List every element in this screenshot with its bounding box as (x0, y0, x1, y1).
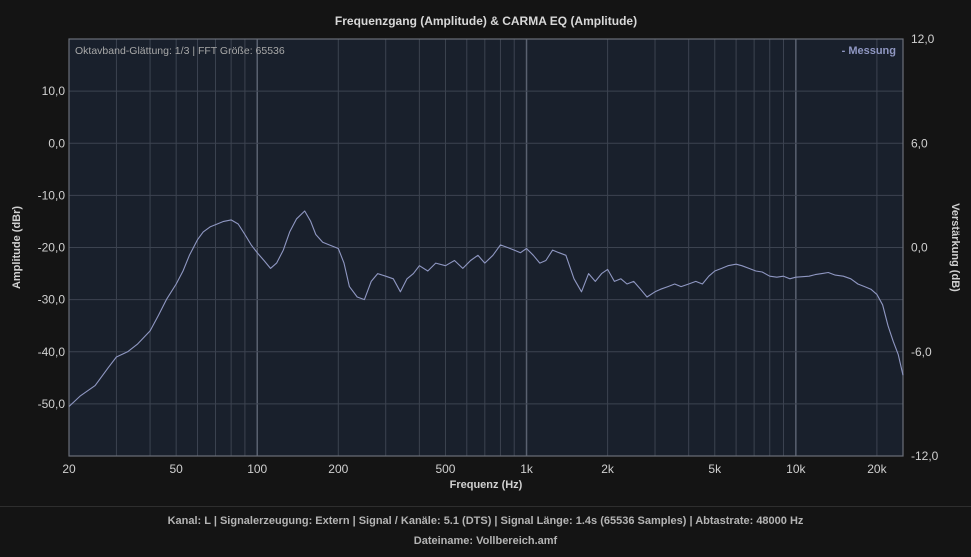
y2-tick-label: 12,0 (911, 32, 935, 46)
series-line-messung (68, 210, 904, 407)
y-tick-label: -20,0 (38, 241, 66, 255)
x-axis-label: Frequenz (Hz) (450, 479, 523, 491)
y-axis-label: Amplitude (dBr) (11, 206, 23, 289)
x-tick-label: 100 (247, 462, 267, 476)
y-tick-label: -30,0 (38, 293, 66, 307)
footer-filename: Dateiname: Vollbereich.amf (413, 535, 558, 547)
chart-annotation: Oktavband-Glättung: 1/3 | FFT Größe: 655… (75, 45, 285, 57)
chart-title: Frequenzgang (Amplitude) & CARMA EQ (Amp… (335, 14, 637, 28)
x-tick-label: 2k (601, 462, 615, 476)
y2-tick-label: 6,0 (911, 136, 928, 150)
y-tick-label: -10,0 (38, 188, 66, 202)
y-tick-label: 10,0 (42, 84, 66, 98)
y-tick-label: -40,0 (38, 345, 66, 359)
y2-axis-label: Verstärkung (dB) (949, 203, 961, 292)
x-tick-label: 20 (62, 462, 76, 476)
chart-svg: Frequenzgang (Amplitude) & CARMA EQ (Amp… (11, 14, 961, 491)
footer-signal-info: Kanal: L | Signalerzeugung: Extern | Sig… (167, 515, 804, 527)
y-tick-label: 0,0 (48, 136, 65, 150)
y2-tick-label: -6,0 (911, 345, 932, 359)
x-tick-label: 10k (786, 462, 806, 476)
legend-entry: - Messung (842, 45, 896, 57)
y-tick-label: -50,0 (38, 397, 66, 411)
y2-tick-label: 0,0 (911, 241, 928, 255)
x-tick-label: 200 (328, 462, 348, 476)
x-tick-label: 20k (867, 462, 887, 476)
plot-border (68, 38, 904, 457)
x-tick-label: 50 (169, 462, 183, 476)
y2-tick-label: -12,0 (911, 449, 939, 463)
x-tick-label: 500 (435, 462, 455, 476)
x-tick-label: 5k (708, 462, 722, 476)
footer-info: Kanal: L | Signalerzeugung: Extern | Sig… (0, 506, 971, 557)
x-tick-label: 1k (520, 462, 534, 476)
